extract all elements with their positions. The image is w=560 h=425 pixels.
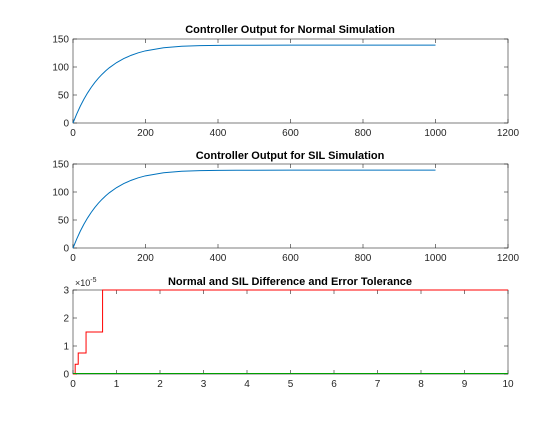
y-exponent-label: ×10-5 <box>75 277 97 288</box>
subplot-normal-simulation: Controller Output for Normal Simulation … <box>52 24 519 139</box>
plot-area <box>72 163 509 249</box>
y-tick-label: 2 <box>63 314 69 325</box>
x-tick-label: 2 <box>157 379 163 390</box>
x-tick-label: 1200 <box>497 128 520 139</box>
x-tick-label: 0 <box>70 379 76 390</box>
subplot-difference-tolerance: Normal and SIL Difference and Error Tole… <box>63 276 514 390</box>
plot-area <box>72 38 509 124</box>
x-tick-label: 0 <box>70 253 76 264</box>
x-tick-label: 400 <box>210 253 227 264</box>
x-tick-label: 800 <box>355 253 372 264</box>
y-tick-label: 3 <box>63 286 69 297</box>
y-exponent-power: -5 <box>90 277 96 284</box>
x-tick-label: 4 <box>244 379 250 390</box>
plot-area <box>72 289 509 375</box>
axes: 0 200 400 600 800 1000 1200 0 50 100 150 <box>52 160 519 265</box>
y-tick-label: 0 <box>63 119 69 130</box>
y-tick-label: 100 <box>52 63 69 74</box>
y-tick-label: 150 <box>52 35 69 46</box>
axes: 0 200 400 600 800 1000 1200 0 50 100 150 <box>52 35 519 140</box>
x-tick-label: 1200 <box>497 253 520 264</box>
x-tick-label: 200 <box>137 128 154 139</box>
y-exponent-base: ×10 <box>75 278 90 288</box>
y-tick-label: 50 <box>58 91 70 102</box>
y-tick-label: 0 <box>63 370 69 381</box>
subplot-sil-simulation: Controller Output for SIL Simulation 0 20… <box>52 150 519 264</box>
x-tick-label: 10 <box>502 379 514 390</box>
x-tick-label: 7 <box>375 379 381 390</box>
x-tick-label: 600 <box>282 253 299 264</box>
x-tick-label: 9 <box>462 379 468 390</box>
x-tick-label: 1000 <box>424 253 447 264</box>
y-tick-label: 100 <box>52 188 69 199</box>
x-tick-label: 600 <box>282 128 299 139</box>
x-tick-label: 6 <box>331 379 337 390</box>
y-tick-label: 150 <box>52 160 69 171</box>
x-tick-label: 1 <box>114 379 120 390</box>
chart-title: Normal and SIL Difference and Error Tole… <box>168 276 412 288</box>
y-tick-label: 50 <box>58 216 70 227</box>
y-tick-label: 1 <box>63 342 69 353</box>
y-tick-label: 0 <box>63 244 69 255</box>
x-tick-label: 8 <box>418 379 424 390</box>
series-line <box>72 44 436 124</box>
x-tick-label: 5 <box>288 379 294 390</box>
x-tick-label: 1000 <box>424 128 447 139</box>
series-line <box>73 289 508 375</box>
axes: 0 1 2 3 4 5 6 7 8 9 10 0 1 2 3 <box>63 286 514 391</box>
series-line <box>72 169 436 249</box>
x-tick-label: 800 <box>355 128 372 139</box>
chart-title: Controller Output for SIL Simulation <box>196 150 385 162</box>
x-tick-label: 3 <box>201 379 207 390</box>
chart-title: Controller Output for Normal Simulation <box>185 24 395 36</box>
x-tick-label: 400 <box>210 128 227 139</box>
x-tick-label: 0 <box>70 128 76 139</box>
x-tick-label: 200 <box>137 253 154 264</box>
